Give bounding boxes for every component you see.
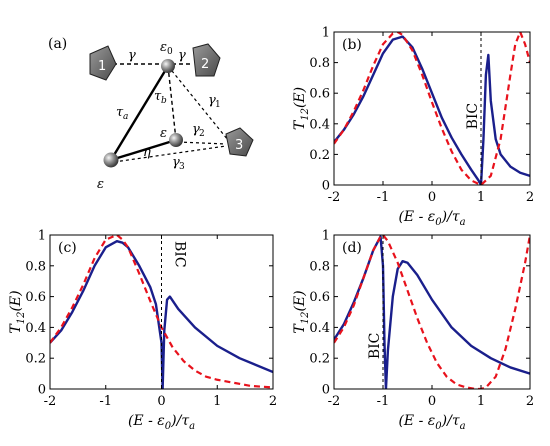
svg-text:a: a xyxy=(123,112,128,122)
panel-c-ytick-label: 0.2 xyxy=(25,352,46,367)
panel-c-xtick-label: -2 xyxy=(44,394,57,409)
svg-text:γ: γ xyxy=(208,93,216,108)
svg-text:0: 0 xyxy=(167,47,173,57)
panel-c-ytick-label: 1 xyxy=(38,229,46,244)
tau-a-label: τ a xyxy=(116,105,128,122)
panel-d-ytick-label: 0.6 xyxy=(309,290,330,305)
panel-d-ylabel: T12(E) xyxy=(292,290,311,333)
panel-d-bic-label: BIC xyxy=(367,333,383,360)
panel-d-ytick-label: 1 xyxy=(322,229,330,244)
panel-d-series-dashed xyxy=(334,235,530,389)
panel-d-ytick-label: 0.2 xyxy=(309,352,330,367)
svg-text:1: 1 xyxy=(215,100,221,110)
panel-d-ytick-label: 0.8 xyxy=(309,259,330,274)
panel-c-series-dashed xyxy=(50,235,273,389)
lead-2-number: 2 xyxy=(201,57,209,72)
panel-c-ytick-label: 0 xyxy=(38,383,46,398)
panel-a-schematic: (a) 1 2 3 γ γ ε 0 xyxy=(48,36,254,192)
panel-a-label: (a) xyxy=(48,36,67,52)
panel-b-series-solid xyxy=(334,35,530,185)
panel-d-xtick-label: 0 xyxy=(428,394,436,409)
panel-b-ytick-label: 0.2 xyxy=(309,148,330,163)
panel-c-xtick-label: 0 xyxy=(157,394,165,409)
svg-text:2: 2 xyxy=(199,129,205,139)
site-epsb-sphere xyxy=(169,133,183,147)
panel-c-xlabel: (E - ε0)/τa xyxy=(128,413,195,432)
panel-c-ytick-label: 0.4 xyxy=(25,321,46,336)
coupling-tau-b xyxy=(167,65,177,141)
panel-d-xtick-label: 1 xyxy=(477,394,485,409)
lead-1-number: 1 xyxy=(98,59,106,74)
lead-2: 2 xyxy=(192,43,221,77)
panel-c-ytick-label: 0.6 xyxy=(25,290,46,305)
gamma2-label: γ 2 xyxy=(192,122,205,139)
gamma1-label: γ 1 xyxy=(208,93,221,110)
panel-b-label: (b) xyxy=(342,37,362,53)
lead-3-number: 3 xyxy=(235,138,243,153)
panel-b-ytick-label: 1 xyxy=(322,26,330,41)
panel-c-xtick-label: 2 xyxy=(269,394,277,409)
panel-b-series-dashed xyxy=(334,32,530,185)
eps-label: ε xyxy=(97,177,104,192)
coupling-epsb-lead3 xyxy=(177,141,227,145)
panel-b-ytick-label: 0 xyxy=(322,179,330,194)
svg-text:3: 3 xyxy=(179,162,185,172)
coupling-eps-lead3 xyxy=(113,145,227,163)
site-eps-sphere xyxy=(103,152,119,168)
panel-c-bic-label: BIC xyxy=(172,241,188,268)
svg-text:ε: ε xyxy=(160,40,167,55)
site-eps0-sphere xyxy=(161,59,175,73)
panel-b-xtick-label: 0 xyxy=(428,190,436,205)
eps0-label: ε 0 xyxy=(160,40,173,57)
panel-d-xtick-label: -2 xyxy=(328,394,341,409)
panel-d-ytick-label: 0.4 xyxy=(309,321,330,336)
gamma3-label: γ 3 xyxy=(172,155,185,172)
panel-c-ylabel: T12(E) xyxy=(8,290,27,333)
panel-d-label: (d) xyxy=(342,240,362,256)
panel-b-frame xyxy=(333,31,531,186)
panel-d-xtick-label: 2 xyxy=(526,394,534,409)
panel-b-xtick-label: 1 xyxy=(477,190,485,205)
panel-c-ytick-label: 0.8 xyxy=(25,259,46,274)
panel-d-xtick-label: -1 xyxy=(377,394,390,409)
panel-d-series-solid xyxy=(334,235,530,389)
gamma-label-right: γ xyxy=(178,48,186,63)
coupling-eps0-lead3 xyxy=(167,65,229,141)
panel-b-chart: BIC -2 -1 0 1 2 0 0.2 0.4 0.6 0.8 1 (b) (E - ε0)/τa T1… xyxy=(292,26,534,229)
svg-text:γ: γ xyxy=(192,122,200,137)
svg-text:b: b xyxy=(161,96,167,106)
panel-c-xtick-label: -1 xyxy=(99,394,112,409)
panel-b-xlabel: (E - ε0)/τa xyxy=(398,209,465,228)
eta-label: η xyxy=(143,145,151,160)
lead-1: 1 xyxy=(89,45,117,81)
panel-d-ytick-label: 0 xyxy=(322,383,330,398)
panel-b-ylabel: T12(E) xyxy=(292,87,311,130)
panel-b-ytick-label: 0.8 xyxy=(309,56,330,71)
lead-3: 3 xyxy=(225,127,254,157)
panel-b-ytick-label: 0.6 xyxy=(309,87,330,102)
coupling-eta xyxy=(110,138,177,162)
tau-b-label: τ b xyxy=(154,89,167,106)
plots: BIC -2 -1 0 1 2 0 0.2 0.4 0.6 0.8 1 (b) (E - ε0)/τa T1… xyxy=(8,26,534,433)
svg-text:γ: γ xyxy=(172,155,180,170)
panel-c-series-solid xyxy=(50,239,273,389)
coupling-tau-a xyxy=(109,65,170,161)
svg-text:τ: τ xyxy=(154,89,162,104)
panel-c-label: (c) xyxy=(58,240,77,256)
panel-c-xtick-label: 1 xyxy=(213,394,221,409)
panel-b-ytick-label: 0.4 xyxy=(309,117,330,132)
panel-d-xlabel: (E - ε0)/τa xyxy=(398,413,465,432)
gamma-label-left: γ xyxy=(128,48,136,63)
panel-b-xtick-label: -2 xyxy=(328,190,341,205)
eps-b-label: ε xyxy=(160,126,167,141)
panel-b-xtick-label: -1 xyxy=(377,190,390,205)
panel-d-chart: BIC -2 -1 0 1 2 0 0.2 0.4 0.6 0.8 1 (d) (E - ε0)/τa T1… xyxy=(292,229,534,433)
panel-b-bic-label: BIC xyxy=(465,103,481,130)
svg-text:τ: τ xyxy=(116,105,124,120)
panel-c-chart: BIC -2 -1 0 1 2 0 0.2 0.4 0.6 0.8 1 (c) (E - ε0)/τa T1… xyxy=(8,229,277,433)
panel-b-xtick-label: 2 xyxy=(526,190,534,205)
